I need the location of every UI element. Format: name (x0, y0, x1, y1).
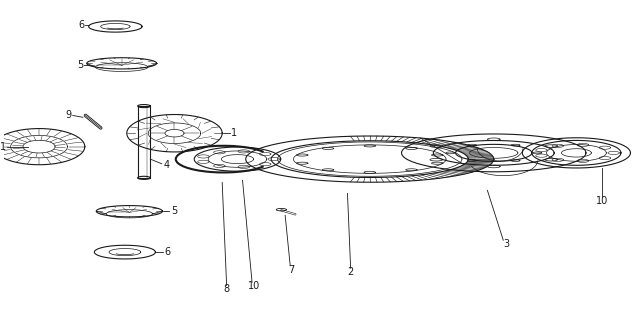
Bar (138, 106, 150, 178)
Text: 1: 1 (0, 142, 6, 152)
Text: 6: 6 (78, 20, 84, 30)
Text: 4: 4 (163, 160, 170, 170)
Text: 2: 2 (348, 267, 354, 277)
Text: 5: 5 (77, 60, 83, 70)
Text: 1: 1 (231, 128, 237, 138)
Text: 3: 3 (504, 239, 509, 249)
Text: 5: 5 (171, 206, 177, 216)
Text: 8: 8 (223, 284, 230, 294)
Text: 9: 9 (65, 110, 71, 120)
Text: 10: 10 (596, 196, 608, 206)
Text: 10: 10 (248, 281, 260, 291)
Text: 7: 7 (289, 265, 294, 275)
Text: 6: 6 (164, 247, 170, 257)
